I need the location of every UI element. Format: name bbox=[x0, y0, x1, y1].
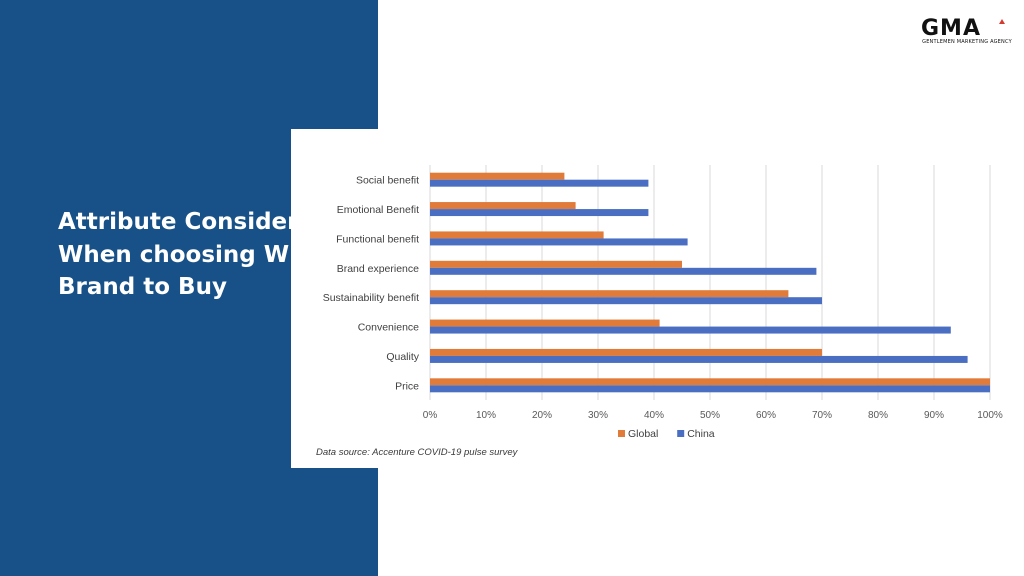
x-tick-label: 30% bbox=[588, 410, 608, 421]
x-tick-label: 20% bbox=[532, 410, 552, 421]
gma-logo-mark: GMA bbox=[921, 16, 1005, 38]
x-tick-label: 60% bbox=[756, 410, 776, 421]
x-tick-label: 40% bbox=[644, 410, 664, 421]
x-tick-label: 70% bbox=[812, 410, 832, 421]
category-label: Functional benefit bbox=[336, 233, 419, 245]
x-tick-label: 50% bbox=[700, 410, 720, 421]
logo-subtitle: GENTLEMEN MARKETING AGENCY bbox=[922, 39, 1012, 45]
bar-china bbox=[430, 297, 822, 305]
bar-global bbox=[430, 319, 660, 327]
bar-china bbox=[430, 355, 968, 363]
logo-accent-triangle bbox=[999, 19, 1005, 24]
bar-global bbox=[430, 260, 682, 268]
legend-label-china: China bbox=[687, 428, 715, 440]
bar-chart: 0% 10% 20% 30% 40% 50% 60% 70% 80% 90% 100% Social … bbox=[323, 165, 1003, 440]
bar-global bbox=[430, 202, 576, 210]
x-tick-label: 90% bbox=[924, 410, 944, 421]
category-label: Quality bbox=[386, 351, 419, 363]
x-tick-label: 80% bbox=[868, 410, 888, 421]
bar-global bbox=[430, 290, 789, 298]
logo-text: GMA bbox=[921, 16, 981, 38]
category-label: Convenience bbox=[358, 322, 419, 334]
bar-china bbox=[430, 238, 688, 246]
bar-china bbox=[430, 179, 649, 187]
bar-china bbox=[430, 267, 817, 275]
x-tick-label: 100% bbox=[977, 410, 1003, 421]
x-tick-label: 0% bbox=[423, 410, 438, 421]
bar-china bbox=[430, 209, 649, 217]
category-label: Sustainability benefit bbox=[323, 292, 419, 304]
category-label: Social benefit bbox=[356, 175, 419, 187]
bar-global bbox=[430, 172, 565, 180]
bar-global bbox=[430, 348, 822, 356]
category-label: Emotional Benefit bbox=[337, 204, 419, 216]
legend-label-global: Global bbox=[628, 428, 658, 440]
bar-global bbox=[430, 378, 990, 386]
legend-swatch-global bbox=[618, 430, 625, 437]
bar-china bbox=[430, 385, 990, 393]
gma-logo: GMA GENTLEMEN MARKETING AGENCY bbox=[921, 14, 1013, 50]
bar-global bbox=[430, 231, 604, 239]
category-label: Brand experience bbox=[337, 263, 419, 275]
category-label: Price bbox=[395, 380, 419, 392]
data-source-note: Data source: Accenture COVID-19 pulse su… bbox=[316, 447, 518, 458]
bar-china bbox=[430, 326, 951, 334]
chart-card: 0% 10% 20% 30% 40% 50% 60% 70% 80% 90% 100% Social … bbox=[291, 129, 1024, 468]
legend-swatch-china bbox=[677, 430, 685, 437]
x-tick-label: 10% bbox=[476, 410, 496, 421]
